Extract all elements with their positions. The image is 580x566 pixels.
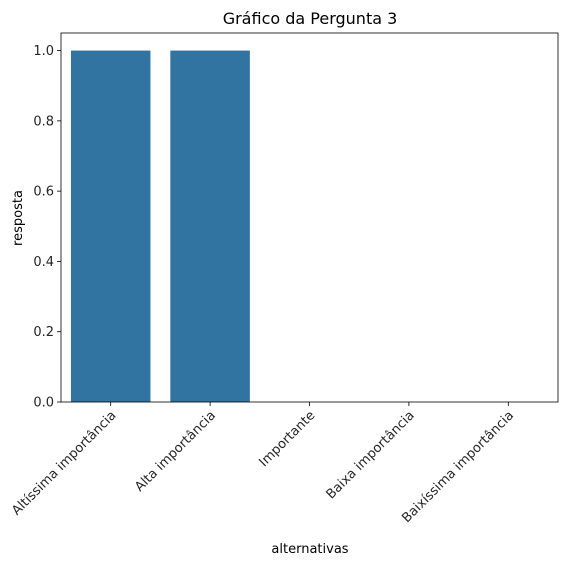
y-ticks-group: 0.0 0.2 0.4 0.6 0.8 1.0 <box>33 44 61 411</box>
x-tick-label: Alta importância <box>132 408 219 495</box>
chart-title: Gráfico da Pergunta 3 <box>223 9 398 28</box>
x-tick-label: Importante <box>256 408 318 470</box>
y-tick-label: 0.6 <box>33 185 54 200</box>
x-axis-label: alternativas <box>271 542 348 557</box>
y-tick-label: 0.2 <box>33 325 54 340</box>
y-tick-label: 0.0 <box>33 396 54 411</box>
bars-group <box>70 50 250 402</box>
y-tick-label: 0.4 <box>33 255 54 270</box>
plot-frame <box>60 32 559 403</box>
x-ticks-group: Altíssima importância Alta importância Imp… <box>9 402 517 526</box>
bar-1 <box>170 50 250 402</box>
bar-0 <box>70 50 151 402</box>
x-tick-label: Baixa importância <box>324 408 418 502</box>
y-axis-label: resposta <box>11 190 26 246</box>
y-tick-label: 1.0 <box>33 44 54 59</box>
x-tick-label: Baixíssima importância <box>399 408 517 526</box>
x-tick-label: Altíssima importância <box>9 408 119 518</box>
y-tick-label: 0.8 <box>33 114 54 129</box>
